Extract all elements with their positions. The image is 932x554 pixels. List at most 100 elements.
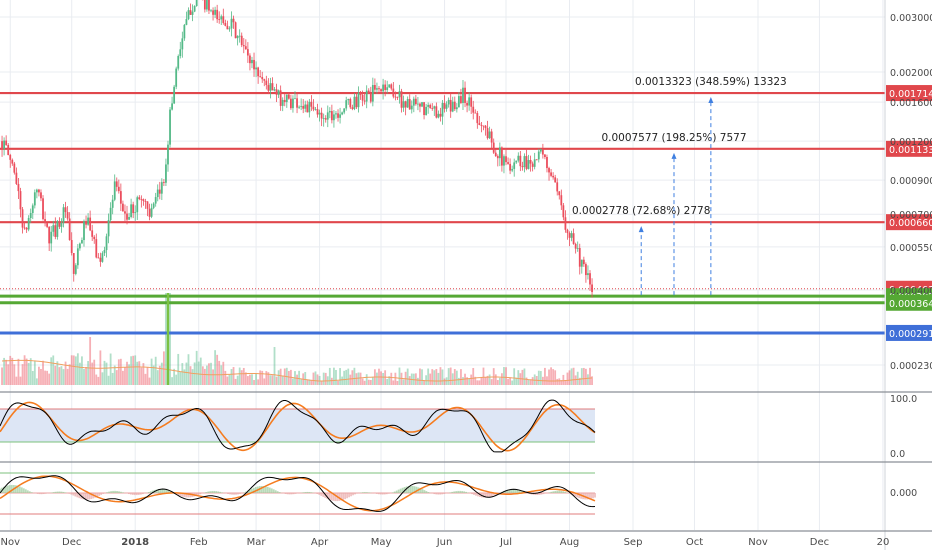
volume-bar (335, 370, 337, 385)
projection-label: 0.0013323 (348.59%) 13323 (635, 76, 787, 88)
osc-histogram-bar (435, 493, 437, 494)
osc-histogram-bar (330, 493, 332, 500)
osc-histogram-bar (57, 492, 59, 493)
volume-bar (196, 351, 198, 385)
volume-bar (59, 367, 61, 385)
candle-body (325, 118, 327, 119)
x-tick-label: Dec (810, 537, 829, 548)
volume-bar (509, 377, 511, 385)
osc-histogram-bar (19, 487, 21, 493)
candle-body (567, 230, 569, 233)
volume-bar (5, 360, 7, 385)
volume-bar (20, 377, 22, 385)
candle-body (140, 199, 142, 200)
candle-body (5, 141, 7, 145)
volume-bar (143, 363, 145, 385)
candle-body (415, 99, 417, 104)
volume-bar (538, 371, 540, 385)
volume-bar (364, 381, 366, 385)
price-tag-label: 0.0002914 (889, 329, 932, 340)
volume-bar (526, 378, 528, 385)
candle-body (448, 100, 450, 104)
osc-histogram-bar (309, 492, 311, 493)
candle-body (28, 218, 30, 229)
candle-body (417, 104, 419, 105)
volume-bar (341, 377, 343, 385)
osc-histogram-bar (132, 493, 134, 495)
candle-body (208, 0, 210, 11)
candle-body (468, 97, 470, 105)
osc-histogram-bar (368, 492, 370, 493)
volume-bar (505, 367, 507, 385)
volume-bar (515, 378, 517, 385)
candle-body (319, 113, 321, 115)
x-tick-label: Dec (62, 537, 81, 548)
candle-body (339, 114, 341, 117)
volume-bar (48, 374, 50, 385)
candle-body (337, 113, 339, 117)
candle-body (218, 19, 220, 20)
projection-arrowhead (671, 153, 676, 159)
osc-histogram-bar (235, 493, 237, 495)
osc-histogram-bar (539, 493, 541, 495)
volume-bar (317, 374, 319, 385)
candle-body (376, 88, 378, 90)
candle-body (517, 156, 519, 161)
volume-bar (77, 353, 79, 385)
osc-histogram-bar (199, 493, 201, 494)
osc-histogram-bar (69, 493, 71, 494)
candle-body (351, 107, 353, 109)
osc-histogram-bar (318, 493, 320, 495)
volume-bar (270, 375, 272, 385)
osc-histogram-bar (556, 491, 558, 493)
volume-bar (325, 373, 327, 385)
osc-histogram-bar (400, 489, 402, 493)
volume-bar (462, 377, 464, 385)
volume-bar (419, 369, 421, 385)
x-tick-label: Sep (624, 537, 643, 548)
volume-bar (472, 368, 474, 385)
x-tick-label: Feb (190, 537, 208, 548)
volume-bar (583, 368, 585, 385)
volume-bar (259, 370, 261, 385)
volume-bar (390, 373, 392, 385)
osc-tick-label: 0.000 (890, 488, 917, 499)
candle-body (323, 118, 325, 119)
volume-bar (458, 378, 460, 385)
candle-body (132, 204, 134, 213)
volume-bar (50, 357, 52, 385)
candle-body (317, 109, 319, 114)
candle-body (487, 128, 489, 138)
candle-body (40, 192, 42, 198)
candle-body (136, 197, 138, 212)
candle-body (75, 265, 77, 274)
candle-body (306, 105, 308, 113)
volume-bar (304, 372, 306, 385)
osc-histogram-bar (392, 492, 394, 493)
osc-histogram-bar (289, 493, 291, 494)
osc-histogram-bar (554, 491, 556, 493)
volume-bar (210, 363, 212, 385)
candle-body (134, 212, 136, 213)
candle-body (183, 25, 185, 38)
volume-bar (300, 379, 302, 385)
volume-bar (192, 369, 194, 385)
volume-bar (122, 371, 124, 385)
candle-body (296, 98, 298, 107)
candle-body (364, 101, 366, 102)
candle-body (528, 160, 530, 169)
volume-bar (481, 377, 483, 385)
candle-body (91, 230, 93, 236)
candle-body (532, 164, 534, 167)
osc-histogram-bar (428, 492, 430, 493)
volume-bar (233, 367, 235, 385)
volume-bar (130, 356, 132, 385)
osc-histogram-bar (291, 493, 293, 494)
volume-bar (153, 366, 155, 385)
candle-body (153, 204, 155, 208)
candle-body (259, 76, 261, 77)
x-tick-label: Jul (499, 537, 512, 548)
volume-bar (485, 377, 487, 385)
volume-bar (452, 373, 454, 385)
